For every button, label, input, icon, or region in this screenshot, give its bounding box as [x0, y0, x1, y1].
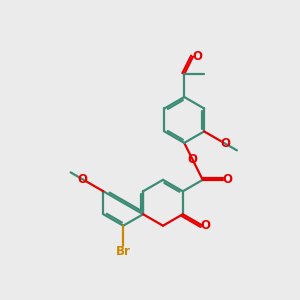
Text: O: O — [192, 50, 202, 63]
Text: Br: Br — [116, 245, 131, 258]
Text: O: O — [188, 153, 197, 166]
Text: O: O — [220, 137, 230, 150]
Text: O: O — [201, 219, 211, 232]
Text: O: O — [223, 173, 232, 186]
Text: O: O — [77, 173, 88, 186]
